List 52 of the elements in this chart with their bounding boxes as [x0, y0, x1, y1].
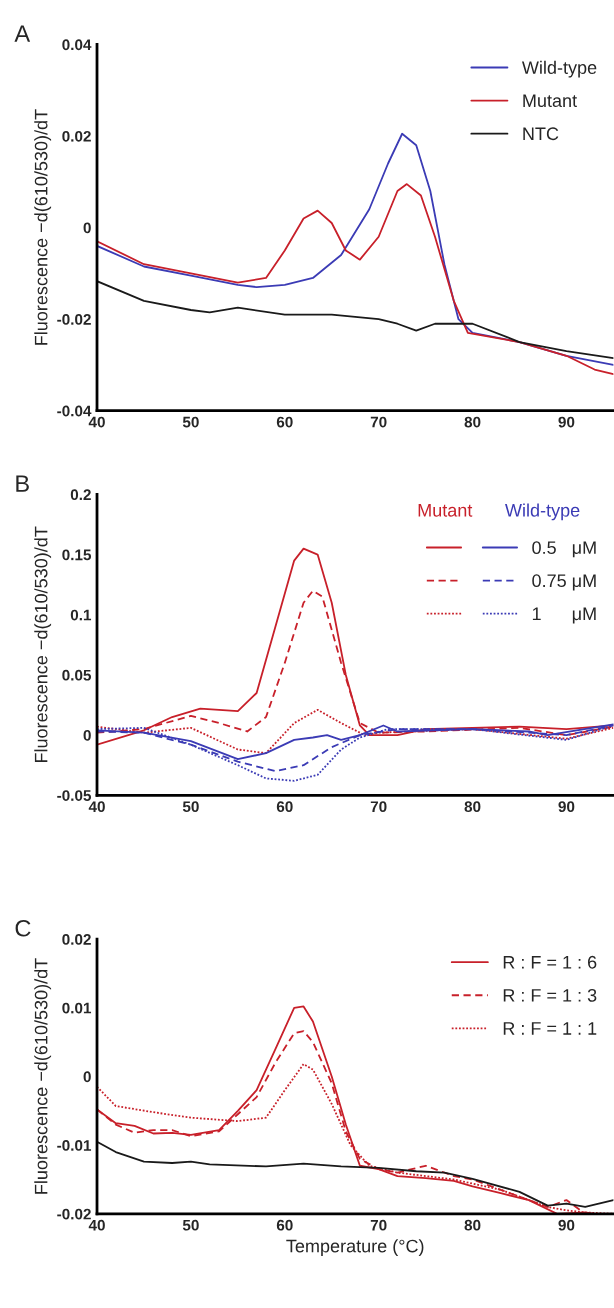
x-tick-label: 40 [88, 416, 105, 428]
x-tick-label: 70 [370, 416, 387, 428]
y-axis-title: Fluorescence −d(610/530)/dT [34, 958, 52, 1194]
x-tick-label: 80 [464, 1219, 481, 1231]
x-tick-label: 40 [88, 1219, 105, 1231]
y-tick-label: 0 [83, 222, 91, 234]
y-tick-label: 0.1 [70, 609, 92, 621]
legend-label: 0.75 μM [532, 574, 596, 591]
x-tick-label: 60 [276, 416, 293, 428]
y-axis-title: Fluorescence −d(610/530)/dT [34, 526, 52, 763]
x-tick-label: 80 [464, 801, 481, 813]
y-tick-label: 0.04 [62, 39, 92, 51]
legend-label: R : F = 1 : 6 [503, 955, 597, 969]
annotation: Mutant [418, 504, 473, 517]
x-tick-label: 90 [558, 1219, 575, 1231]
legend-label: R : F = 1 : 1 [503, 1022, 597, 1035]
x-tick-label: 90 [558, 416, 575, 428]
y-tick-label: -0.02 [57, 314, 91, 325]
y-tick-label: 0 [83, 729, 91, 741]
legend-label: Wild-type [521, 60, 597, 78]
x-tick-label: 70 [370, 801, 387, 813]
x-tick-label: 70 [370, 1219, 387, 1231]
annotation: Wild-type [505, 503, 580, 521]
legend-label: NTC [523, 127, 559, 141]
legend-label: 0.5 μM [532, 541, 596, 558]
x-tick-label: 40 [88, 801, 105, 813]
y-tick-label: -0.02 [57, 1208, 91, 1220]
legend-label: R : F = 1 : 3 [503, 988, 597, 1002]
y-tick-label: 0.2 [70, 489, 91, 501]
y-tick-label: 0.05 [62, 669, 92, 681]
chart-title: C [15, 919, 31, 937]
y-tick-label: -0.04 [57, 405, 92, 417]
x-tick-label: 50 [182, 416, 199, 428]
chart-title: B [16, 475, 29, 492]
x-tick-label: 90 [558, 801, 575, 813]
x-tick-label: 60 [276, 801, 293, 813]
y-tick-label: 0.01 [62, 1002, 92, 1014]
x-tick-label: 50 [182, 801, 199, 813]
x-tick-label: 80 [464, 416, 481, 428]
legend-label: Mutant [523, 94, 577, 108]
y-axis-title: Fluorescence −d(610/530)/dT [34, 109, 52, 345]
y-tick-label: -0.05 [57, 790, 92, 801]
legend-label: 1 μM [532, 607, 596, 624]
y-tick-label: 0 [83, 1071, 91, 1083]
chart-title: A [14, 25, 31, 42]
y-tick-label: 0.15 [62, 549, 92, 561]
y-tick-label: -0.01 [57, 1140, 92, 1151]
y-tick-label: 0.02 [62, 934, 91, 945]
x-tick-label: 50 [182, 1219, 199, 1231]
x-tick-label: 60 [276, 1219, 293, 1231]
x-axis-title: Temperature (°C) [286, 1239, 424, 1257]
y-tick-label: 0.02 [62, 130, 91, 142]
